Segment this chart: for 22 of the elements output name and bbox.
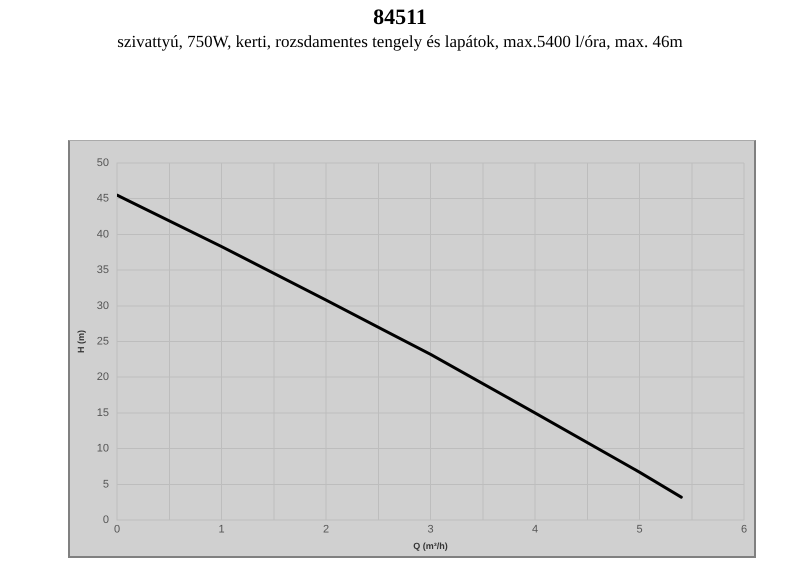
x-tick-label: 3 <box>427 524 434 536</box>
y-tick-label: 50 <box>96 157 110 170</box>
x-tick-label: 0 <box>114 524 120 536</box>
y-tick-label: 45 <box>96 192 110 205</box>
chart-subtitle: szivattyú, 750W, kerti, rozsdamentes tengely és lapátok, max.5400 l/óra, max. 46m <box>116 32 684 52</box>
x-axis-title: Q (m³/h) <box>413 541 448 552</box>
x-tick-label: 2 <box>322 524 330 536</box>
y-tick-label: 5 <box>102 478 110 490</box>
y-tick-label: 10 <box>96 442 110 455</box>
y-tick-label: 15 <box>96 406 110 419</box>
y-tick-label: 30 <box>96 300 110 312</box>
x-tick-label: 6 <box>740 524 748 536</box>
x-tick-label: 1 <box>218 524 225 536</box>
x-tick-label: 4 <box>532 524 538 536</box>
y-axis-title: H (m) <box>76 330 86 353</box>
y-tick-label: 25 <box>96 336 110 348</box>
y-tick-label: 35 <box>96 264 110 276</box>
chart-title: 84511 <box>372 4 428 30</box>
y-tick-label: 0 <box>102 514 110 526</box>
y-tick-label: 20 <box>96 371 110 384</box>
y-tick-label: 40 <box>96 228 110 240</box>
x-tick-label: 5 <box>636 524 643 536</box>
